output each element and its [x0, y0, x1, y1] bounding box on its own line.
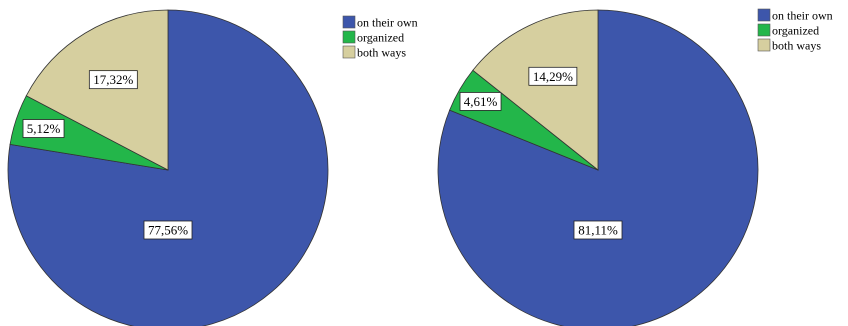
data-label: 81,11%: [578, 223, 618, 238]
legend-swatch: [757, 8, 771, 22]
data-label-box: [143, 220, 193, 240]
data-label-box: [88, 70, 138, 90]
pie-slice-both-ways: [472, 9, 599, 171]
pie-slice-both-ways: [25, 9, 169, 171]
legend-label: both ways: [772, 39, 821, 53]
data-label-box: [22, 119, 65, 138]
legend-swatch: [342, 30, 356, 44]
data-label-box: [459, 92, 502, 111]
legend-swatch: [342, 45, 356, 59]
legend-label: on their own: [772, 9, 833, 23]
pie-chart-right: 81,11% 4,61% 14,29% on their ownorganizedbo…: [437, 8, 833, 326]
pie-chart-left: 77,56% 5,12% 17,32% on their ownorganizedbo…: [7, 9, 418, 326]
data-label: 5,12%: [27, 121, 61, 136]
data-label-box: [528, 66, 578, 86]
data-label: 14,29%: [533, 69, 573, 84]
legend-swatch: [757, 38, 771, 52]
legend-label: organized: [357, 31, 404, 45]
data-label: 4,61%: [464, 94, 498, 109]
data-label: 77,56%: [148, 223, 188, 238]
legend-swatch: [757, 23, 771, 37]
data-label-box: [573, 220, 623, 240]
legend-label: both ways: [357, 46, 406, 60]
data-label: 17,32%: [93, 72, 133, 87]
legend-label: organized: [772, 24, 819, 38]
legend-label: on their own: [357, 16, 418, 30]
legend-swatch: [342, 15, 356, 29]
